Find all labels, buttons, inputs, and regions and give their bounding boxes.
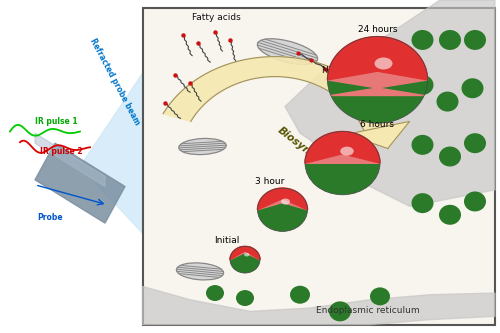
Text: IR pulse 2: IR pulse 2 xyxy=(40,147,82,156)
Ellipse shape xyxy=(464,133,486,153)
Ellipse shape xyxy=(370,287,390,305)
Polygon shape xyxy=(142,286,495,325)
Text: Biosynthesis: Biosynthesis xyxy=(276,125,340,178)
Polygon shape xyxy=(305,132,380,163)
Polygon shape xyxy=(163,57,394,134)
Circle shape xyxy=(340,147,354,156)
Text: 24 hours: 24 hours xyxy=(358,25,397,34)
Circle shape xyxy=(244,253,250,256)
Text: 3 hour: 3 hour xyxy=(256,177,284,186)
Polygon shape xyxy=(230,246,260,260)
Ellipse shape xyxy=(439,147,461,166)
Text: Endoplasmic reticulum: Endoplasmic reticulum xyxy=(316,306,420,315)
Ellipse shape xyxy=(176,263,224,280)
Polygon shape xyxy=(80,73,142,233)
Ellipse shape xyxy=(464,30,486,50)
Ellipse shape xyxy=(464,191,486,211)
Polygon shape xyxy=(258,188,308,210)
Ellipse shape xyxy=(258,39,318,65)
Ellipse shape xyxy=(206,285,224,301)
Polygon shape xyxy=(35,143,125,223)
Ellipse shape xyxy=(236,290,254,306)
Ellipse shape xyxy=(436,92,458,112)
Text: 6 hours: 6 hours xyxy=(360,120,394,129)
Polygon shape xyxy=(258,188,308,210)
Text: Probe: Probe xyxy=(38,213,63,222)
Text: Initial: Initial xyxy=(214,236,239,245)
Ellipse shape xyxy=(412,75,434,95)
Ellipse shape xyxy=(439,205,461,225)
Polygon shape xyxy=(285,0,495,206)
Ellipse shape xyxy=(305,132,380,195)
Text: Neutral lipid: Neutral lipid xyxy=(322,66,378,75)
Polygon shape xyxy=(328,37,428,80)
FancyBboxPatch shape xyxy=(142,8,495,325)
Ellipse shape xyxy=(412,193,434,213)
Ellipse shape xyxy=(412,30,434,50)
Polygon shape xyxy=(346,121,410,149)
Polygon shape xyxy=(305,132,380,163)
Ellipse shape xyxy=(258,188,308,231)
Ellipse shape xyxy=(230,246,260,273)
Ellipse shape xyxy=(329,301,351,321)
Text: Refracted probe beam: Refracted probe beam xyxy=(88,37,142,127)
Circle shape xyxy=(281,198,290,204)
Polygon shape xyxy=(35,133,105,186)
Ellipse shape xyxy=(462,78,483,98)
Ellipse shape xyxy=(290,286,310,304)
Polygon shape xyxy=(328,37,428,96)
Ellipse shape xyxy=(179,139,226,155)
Circle shape xyxy=(374,58,392,70)
Ellipse shape xyxy=(328,37,428,123)
Text: Fatty acids: Fatty acids xyxy=(192,13,241,22)
Polygon shape xyxy=(230,246,260,260)
Text: IR pulse 1: IR pulse 1 xyxy=(35,117,78,126)
Ellipse shape xyxy=(439,30,461,50)
Ellipse shape xyxy=(412,135,434,155)
